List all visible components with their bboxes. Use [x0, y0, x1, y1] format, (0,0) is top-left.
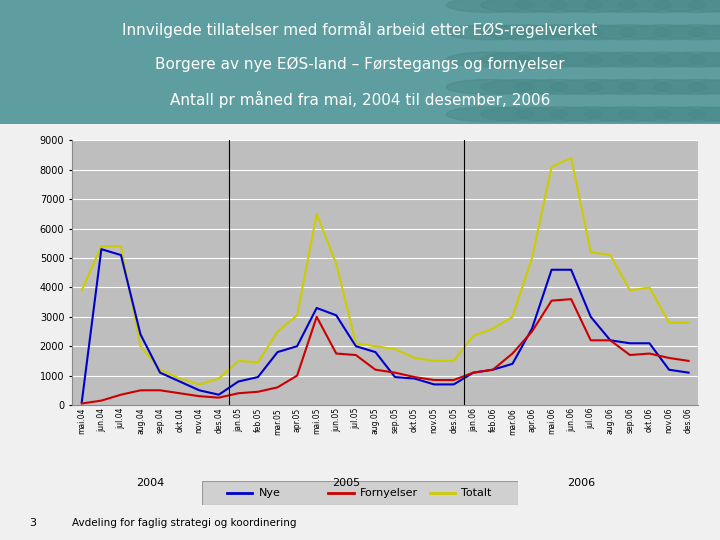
Circle shape — [619, 0, 706, 12]
Circle shape — [516, 52, 602, 67]
Circle shape — [688, 79, 720, 94]
Circle shape — [446, 79, 533, 94]
Text: 3: 3 — [29, 518, 36, 529]
Circle shape — [481, 107, 567, 122]
Text: Avdeling for faglig strategi og koordinering: Avdeling for faglig strategi og koordine… — [72, 518, 297, 529]
FancyBboxPatch shape — [202, 481, 518, 505]
Circle shape — [481, 79, 567, 94]
Circle shape — [654, 79, 720, 94]
Circle shape — [481, 25, 567, 40]
Text: Antall pr måned fra mai, 2004 til desember, 2006: Antall pr måned fra mai, 2004 til desemb… — [170, 91, 550, 108]
Circle shape — [585, 25, 671, 40]
Circle shape — [516, 107, 602, 122]
Circle shape — [688, 107, 720, 122]
Circle shape — [516, 25, 602, 40]
Text: 2006: 2006 — [567, 478, 595, 488]
Circle shape — [516, 79, 602, 94]
Text: Totalt: Totalt — [462, 488, 492, 498]
Circle shape — [585, 79, 671, 94]
Circle shape — [654, 107, 720, 122]
Circle shape — [688, 25, 720, 40]
Circle shape — [619, 25, 706, 40]
Circle shape — [654, 25, 720, 40]
Text: Fornyelser: Fornyelser — [360, 488, 418, 498]
Circle shape — [481, 0, 567, 12]
Circle shape — [619, 52, 706, 67]
Text: 2004: 2004 — [136, 478, 164, 488]
Circle shape — [550, 79, 636, 94]
Circle shape — [481, 52, 567, 67]
Circle shape — [550, 107, 636, 122]
Circle shape — [688, 52, 720, 67]
Text: Innvilgede tillatelser med formål arbeid etter EØS-regelverket: Innvilgede tillatelser med formål arbeid… — [122, 21, 598, 38]
Circle shape — [550, 52, 636, 67]
Circle shape — [446, 107, 533, 122]
Circle shape — [585, 0, 671, 12]
FancyBboxPatch shape — [0, 0, 720, 124]
Circle shape — [654, 52, 720, 67]
Circle shape — [619, 79, 706, 94]
Circle shape — [688, 0, 720, 12]
Circle shape — [550, 0, 636, 12]
Circle shape — [550, 25, 636, 40]
Text: 2005: 2005 — [332, 478, 360, 488]
Text: Borgere av nye EØS-land – Førstegangs og fornyelser: Borgere av nye EØS-land – Førstegangs og… — [156, 57, 564, 72]
Circle shape — [654, 0, 720, 12]
Circle shape — [446, 0, 533, 12]
Circle shape — [585, 52, 671, 67]
Circle shape — [619, 107, 706, 122]
Circle shape — [446, 52, 533, 67]
Text: Nye: Nye — [258, 488, 281, 498]
Circle shape — [516, 0, 602, 12]
Circle shape — [446, 25, 533, 40]
Circle shape — [585, 107, 671, 122]
